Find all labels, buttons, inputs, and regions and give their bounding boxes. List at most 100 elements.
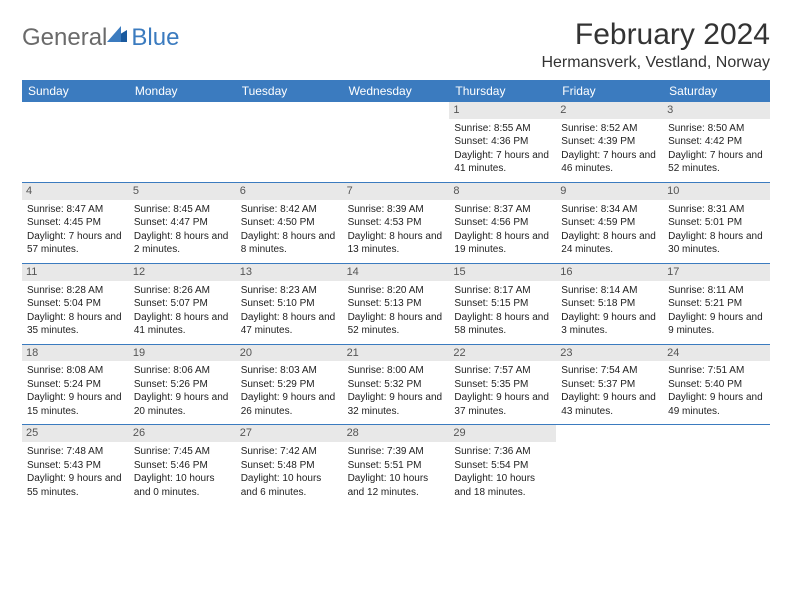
calendar-cell	[22, 102, 129, 182]
sunset-line: Sunset: 4:42 PM	[668, 135, 765, 149]
calendar-cell: 1Sunrise: 8:55 AMSunset: 4:36 PMDaylight…	[449, 102, 556, 182]
page-header: General Blue February 2024 Hermansverk, …	[22, 18, 770, 72]
sunrise-line: Sunrise: 8:39 AM	[348, 203, 445, 217]
calendar-cell: 12Sunrise: 8:26 AMSunset: 5:07 PMDayligh…	[129, 263, 236, 344]
sunset-line: Sunset: 4:53 PM	[348, 216, 445, 230]
calendar-cell: 28 Sunrise: 7:39 AMSunset: 5:51 PMDayligh…	[343, 424, 450, 505]
sunrise-line: Sunrise: 8:14 AM	[561, 284, 658, 298]
daylight-line: Daylight: 8 hours and 24 minutes.	[561, 230, 658, 257]
daylight-line: Daylight: 9 hours and 15 minutes.	[27, 391, 124, 418]
day-number: 11	[22, 264, 129, 281]
day-number: 28	[343, 425, 450, 442]
daylight-line: Daylight: 9 hours and 55 minutes.	[27, 472, 124, 499]
sunrise-line: Sunrise: 8:08 AM	[27, 364, 124, 378]
sunset-line: Sunset: 4:56 PM	[454, 216, 551, 230]
sunrise-line: Sunrise: 7:54 AM	[561, 364, 658, 378]
calendar-cell	[343, 102, 450, 182]
sunrise-line: Sunrise: 7:48 AM	[27, 445, 124, 459]
sunrise-line: Sunrise: 7:42 AM	[241, 445, 338, 459]
calendar-cell: 13Sunrise: 8:23 AMSunset: 5:10 PMDayligh…	[236, 263, 343, 344]
sunset-line: Sunset: 5:15 PM	[454, 297, 551, 311]
day-number: 13	[236, 264, 343, 281]
daylight-line: Daylight: 10 hours and 6 minutes.	[241, 472, 338, 499]
calendar-cell: 27Sunrise: 7:42 AMSunset: 5:48 PMDayligh…	[236, 424, 343, 505]
brand-name-2: Blue	[131, 24, 179, 52]
sunset-line: Sunset: 5:32 PM	[348, 378, 445, 392]
calendar-cell: 22Sunrise: 7:57 AMSunset: 5:35 PMDayligh…	[449, 344, 556, 425]
calendar-cell	[236, 102, 343, 182]
calendar-cell: 14Sunrise: 8:20 AMSunset: 5:13 PMDayligh…	[343, 263, 450, 344]
daylight-line: Daylight: 8 hours and 8 minutes.	[241, 230, 338, 257]
calendar-cell: 8Sunrise: 8:37 AMSunset: 4:56 PMDaylight…	[449, 182, 556, 263]
daylight-line: Daylight: 8 hours and 30 minutes.	[668, 230, 765, 257]
calendar-header-cell: Tuesday	[236, 80, 343, 102]
day-number: 3	[663, 102, 770, 119]
calendar-cell	[556, 424, 663, 505]
sunrise-line: Sunrise: 8:00 AM	[348, 364, 445, 378]
calendar-cell: 17Sunrise: 8:11 AMSunset: 5:21 PMDayligh…	[663, 263, 770, 344]
calendar-cell: 21Sunrise: 8:00 AMSunset: 5:32 PMDayligh…	[343, 344, 450, 425]
calendar-body: 1Sunrise: 8:55 AMSunset: 4:36 PMDaylight…	[22, 102, 770, 505]
calendar-cell: 19Sunrise: 8:06 AMSunset: 5:26 PMDayligh…	[129, 344, 236, 425]
daylight-line: Daylight: 10 hours and 12 minutes.	[348, 472, 445, 499]
title-block: February 2024 Hermansverk, Vestland, Nor…	[541, 18, 770, 72]
calendar-cell: 2 Sunrise: 8:52 AMSunset: 4:39 PMDaylight…	[556, 102, 663, 182]
sunset-line: Sunset: 5:51 PM	[348, 459, 445, 473]
sunset-line: Sunset: 5:07 PM	[134, 297, 231, 311]
day-number: 17	[663, 264, 770, 281]
calendar-cell: 25Sunrise: 7:48 AMSunset: 5:43 PMDayligh…	[22, 424, 129, 505]
daylight-line: Daylight: 7 hours and 52 minutes.	[668, 149, 765, 176]
calendar-cell: 26Sunrise: 7:45 AMSunset: 5:46 PMDayligh…	[129, 424, 236, 505]
sunset-line: Sunset: 5:13 PM	[348, 297, 445, 311]
day-number: 2	[556, 102, 663, 119]
calendar-cell: 6Sunrise: 8:42 AMSunset: 4:50 PMDaylight…	[236, 182, 343, 263]
day-number: 21	[343, 345, 450, 362]
sunset-line: Sunset: 5:35 PM	[454, 378, 551, 392]
day-number: 16	[556, 264, 663, 281]
sunset-line: Sunset: 5:48 PM	[241, 459, 338, 473]
calendar-cell: 3Sunrise: 8:50 AMSunset: 4:42 PMDaylight…	[663, 102, 770, 182]
daylight-line: Daylight: 7 hours and 46 minutes.	[561, 149, 658, 176]
day-number: 29	[449, 425, 556, 442]
sunrise-line: Sunrise: 8:45 AM	[134, 203, 231, 217]
sunset-line: Sunset: 5:24 PM	[27, 378, 124, 392]
day-number: 19	[129, 345, 236, 362]
brand-logo: General Blue	[22, 24, 179, 52]
sunrise-line: Sunrise: 8:26 AM	[134, 284, 231, 298]
sunset-line: Sunset: 5:29 PM	[241, 378, 338, 392]
calendar: SundayMondayTuesdayWednesdayThursdayFrid…	[22, 80, 770, 505]
sunrise-line: Sunrise: 8:03 AM	[241, 364, 338, 378]
day-number: 10	[663, 183, 770, 200]
day-number: 8	[449, 183, 556, 200]
daylight-line: Daylight: 7 hours and 41 minutes.	[454, 149, 551, 176]
calendar-cell: 10Sunrise: 8:31 AMSunset: 5:01 PMDayligh…	[663, 182, 770, 263]
calendar-cell: 11Sunrise: 8:28 AMSunset: 5:04 PMDayligh…	[22, 263, 129, 344]
day-number: 6	[236, 183, 343, 200]
calendar-header-cell: Saturday	[663, 80, 770, 102]
day-number: 9	[556, 183, 663, 200]
sunrise-line: Sunrise: 8:11 AM	[668, 284, 765, 298]
daylight-line: Daylight: 10 hours and 18 minutes.	[454, 472, 551, 499]
sunset-line: Sunset: 5:54 PM	[454, 459, 551, 473]
sunrise-line: Sunrise: 8:23 AM	[241, 284, 338, 298]
calendar-cell: 24Sunrise: 7:51 AMSunset: 5:40 PMDayligh…	[663, 344, 770, 425]
sunset-line: Sunset: 5:37 PM	[561, 378, 658, 392]
sunrise-line: Sunrise: 7:51 AM	[668, 364, 765, 378]
daylight-line: Daylight: 8 hours and 47 minutes.	[241, 311, 338, 338]
sunset-line: Sunset: 5:26 PM	[134, 378, 231, 392]
calendar-cell: 20Sunrise: 8:03 AMSunset: 5:29 PMDayligh…	[236, 344, 343, 425]
daylight-line: Daylight: 9 hours and 9 minutes.	[668, 311, 765, 338]
sunrise-line: Sunrise: 8:47 AM	[27, 203, 124, 217]
day-number: 20	[236, 345, 343, 362]
calendar-header-cell: Sunday	[22, 80, 129, 102]
sunrise-line: Sunrise: 7:36 AM	[454, 445, 551, 459]
calendar-cell: 23Sunrise: 7:54 AMSunset: 5:37 PMDayligh…	[556, 344, 663, 425]
sunrise-line: Sunrise: 7:39 AM	[348, 445, 445, 459]
sunset-line: Sunset: 4:39 PM	[561, 135, 658, 149]
daylight-line: Daylight: 9 hours and 37 minutes.	[454, 391, 551, 418]
calendar-header-cell: Friday	[556, 80, 663, 102]
sunrise-line: Sunrise: 8:52 AM	[561, 122, 658, 136]
sunrise-line: Sunrise: 8:17 AM	[454, 284, 551, 298]
sunrise-line: Sunrise: 8:06 AM	[134, 364, 231, 378]
daylight-line: Daylight: 9 hours and 49 minutes.	[668, 391, 765, 418]
